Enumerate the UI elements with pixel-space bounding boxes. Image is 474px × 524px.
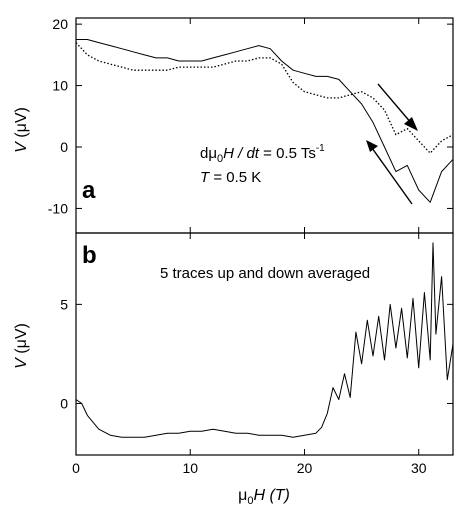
panel-b-y-tick-label: 5 [60, 296, 68, 312]
x-tick-label: 0 [72, 460, 80, 476]
x-axis-title: μ0H (T) [238, 487, 290, 507]
panel-b-series-solid-line [75, 242, 454, 438]
averaging-annotation: 5 traces up and down averaged [160, 265, 370, 282]
panel-a-y-tick-label: 0 [60, 139, 68, 155]
panel-a-letter: a [82, 177, 96, 204]
panel-a-ticks: -10 0 10 20 [48, 16, 453, 233]
x-tick-label: 20 [297, 460, 313, 476]
panel-b-letter: b [82, 242, 97, 269]
panel-a-y-tick-label: 10 [52, 78, 68, 94]
panel-a-y-axis-title: V (μV) [13, 107, 30, 153]
x-tick-label: 30 [411, 460, 427, 476]
panel-b-y-tick-label: 0 [60, 395, 68, 411]
panel-a-series [75, 39, 454, 203]
panel-a-frame [75, 17, 454, 234]
panel-b-ticks: 0 10 20 30 0 5 [60, 233, 453, 476]
panel-a-series-solid-line [76, 39, 454, 203]
rate-annotation: dμ0H / dt = 0.5 Ts-1 [200, 143, 325, 165]
panel-a-y-tick-label: -10 [48, 200, 68, 216]
panel-a-y-tick-label: 20 [52, 16, 68, 32]
panel-b-series [75, 242, 454, 438]
panel-b-y-axis-title: V (μV) [13, 323, 30, 369]
x-tick-label: 10 [182, 460, 198, 476]
temperature-annotation: T = 0.5 K [200, 169, 261, 186]
sweep-up-arrow [377, 83, 418, 131]
sweep-down-arrow [366, 140, 413, 205]
panel-a-series-dotted-line [75, 42, 454, 154]
